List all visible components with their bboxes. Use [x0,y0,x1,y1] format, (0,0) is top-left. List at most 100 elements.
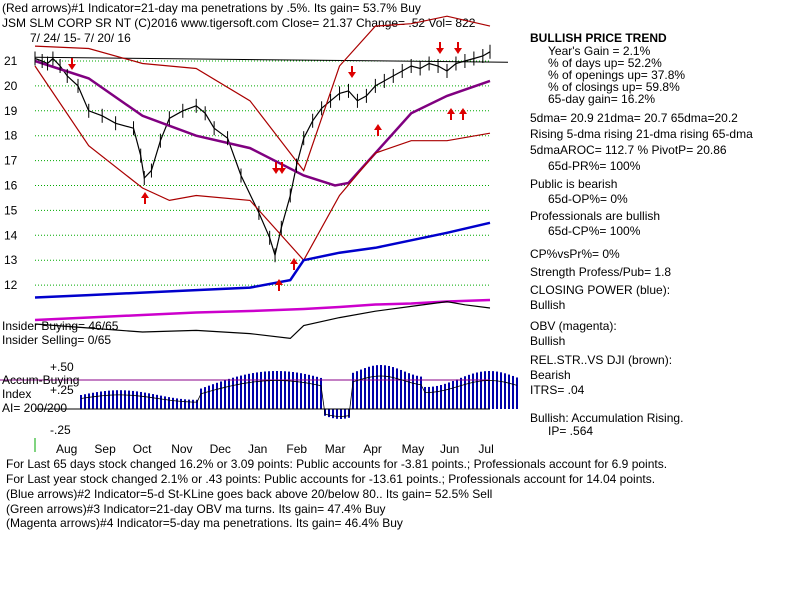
accum-index-bar [308,374,310,409]
accum-index-bar [420,376,422,409]
footer-line-3: (Blue arrows)#2 Indicator=5-d St-KLine g… [6,487,492,501]
sell-arrow-head [278,168,286,174]
accum-index-bar [460,377,462,409]
accum-index-bar [344,409,346,419]
accum-index-bar [252,373,254,409]
accum-index-bar [204,387,206,409]
accum-index-bar [376,365,378,409]
accum-index-bar [380,365,382,409]
buy-arrow-head [275,279,283,285]
footer-line-2: For Last year stock changed 2.1% or .43 … [6,472,655,486]
header-date-range: 7/ 24/ 15- 7/ 20/ 16 [30,31,131,45]
price-tick-label: 14 [4,228,18,242]
price-tick-label: 20 [4,79,18,93]
month-label: Feb [286,442,307,456]
month-label: Sep [94,442,116,456]
series-line-65-day-ma [34,59,491,187]
obv-value: Bullish [530,334,565,348]
price-tick-label: 17 [4,154,18,168]
accum-index-bar [320,377,322,409]
gain-65: 65-day gain= 16.2% [548,92,655,106]
header-indicator-1: (Red arrows)#1 Indicator=21-day ma penet… [2,1,421,15]
buy-arrow-head [141,192,149,198]
header-ticker-line: JSM SLM CORP SR NT (C)2016 www.tigersoft… [2,16,476,30]
insider-selling-label: Insider Selling= 0/65 [2,333,111,347]
price-tick-label: 13 [4,253,18,267]
month-label: Jun [440,442,459,456]
series-line-rel-str-vs-dji [34,300,491,340]
sell-arrow-head [68,64,76,70]
dma-values: 5dma= 20.9 21dma= 20.7 65dma=20.2 [530,111,738,125]
accum-index-label-1: Accum-Buying [2,373,79,387]
accum-index-bar [120,390,122,409]
series-line-upper-band [34,15,491,172]
accum-index-bar [124,390,126,409]
accum-index-bar [212,384,214,409]
accum-index-bar [424,386,426,409]
sell-arrow-head [454,48,462,54]
rising-dma: Rising 5-dma rising 21-dma rising 65-dma [530,127,753,141]
cp-vs-pr: CP%vsPr%= 0% [530,247,620,261]
buy-arrow-head [459,108,467,114]
accum-index-bar [492,371,494,409]
month-label: Dec [210,442,231,456]
series-line-lower-band [34,65,491,262]
accum-index-bar [208,385,210,409]
accum-index-bar [104,391,106,409]
accum-index-bar [444,383,446,409]
accum-index-bar [144,392,146,409]
accum-index-bar [428,386,430,409]
itrs: ITRS= .04 [530,383,585,397]
month-label: Mar [325,442,346,456]
ai-label: AI= 200/200 [2,401,67,415]
indicator-tick-label: +.50 [50,360,74,374]
accum-index-bar [200,388,202,409]
accum-index-ma [80,375,518,417]
accum-index-bar [500,372,502,409]
accum-index-label-2: Index [2,387,31,401]
accum-index-bar [216,382,218,409]
accum-index-bar [260,371,262,409]
accum-index-bar [416,375,418,409]
accum-index-bar [304,373,306,409]
month-label: Jul [478,442,493,456]
accum-index-bar [476,372,478,409]
accum-status: Bullish: Accumulation Rising. [530,411,683,425]
accum-index-bar [436,385,438,409]
accum-index-bar [228,378,230,409]
accum-index-bar [512,375,514,409]
accum-index-bar [404,371,406,409]
accum-index-bar [472,373,474,409]
accum-index-bar [168,397,170,409]
price-tick-label: 21 [4,54,18,68]
accum-index-bar [480,371,482,409]
accum-index-bar [132,390,134,409]
month-label: Jan [248,442,267,456]
month-label: Apr [363,442,382,456]
trend-title: BULLISH PRICE TREND [530,31,667,45]
chart-series [34,15,491,340]
signal-arrows [68,42,467,291]
accum-index-bar [352,372,354,409]
accum-index-bar [136,391,138,409]
accum-index-bar [432,386,434,409]
accum-index-bar [272,371,274,409]
accum-index-bar [152,394,154,409]
insider-buying-label: Insider Buying= 46/65 [2,319,119,333]
footer-line-5: (Magenta arrows)#4 Indicator=5-day ma pe… [6,516,403,530]
accum-index-bar [196,399,198,409]
series-line-obv-magenta- [34,298,491,322]
cp-65: 65d-CP%= 100% [548,224,641,238]
public-status: Public is bearish [530,177,617,191]
accum-index-bar [452,380,454,409]
accum-index-bar [188,399,190,409]
accum-index-bar [112,390,114,409]
accum-index-bar [448,382,450,409]
accum-index-bar [340,409,342,419]
closings-up: % of closings up= 59.8% [548,80,680,94]
accum-index-bar [316,376,318,409]
accum-index-bar [496,371,498,409]
accum-index-bar [384,365,386,409]
buy-arrow-head [447,108,455,114]
